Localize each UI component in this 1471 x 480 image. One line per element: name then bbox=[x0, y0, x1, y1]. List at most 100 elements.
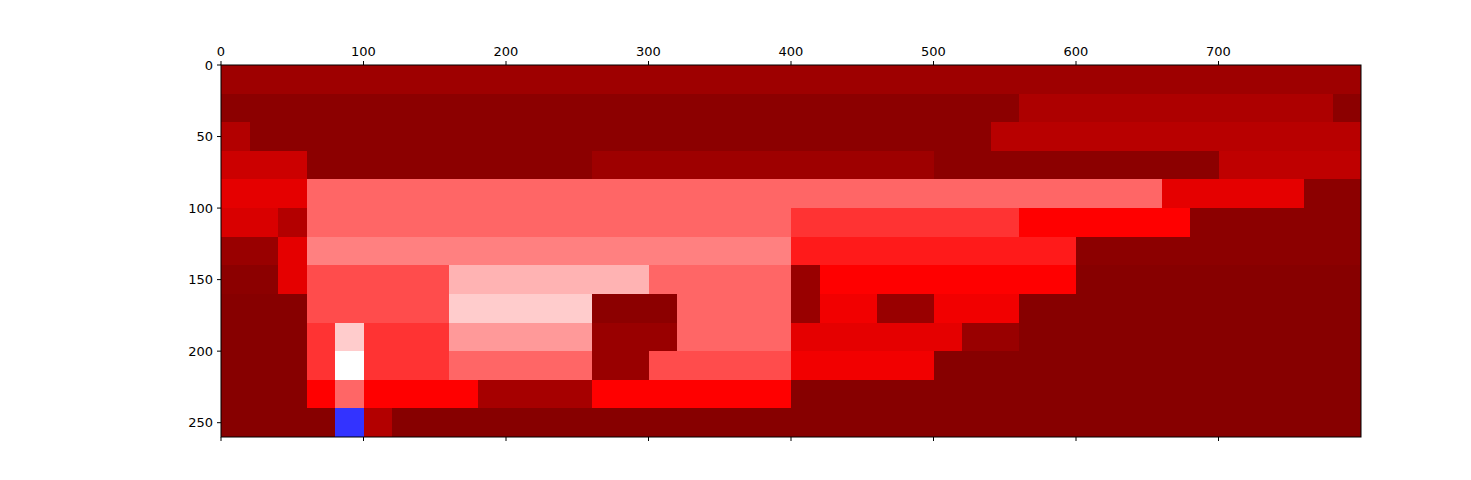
cell bbox=[250, 351, 279, 380]
cell bbox=[1276, 208, 1305, 237]
cell bbox=[649, 94, 678, 123]
cell bbox=[1304, 179, 1333, 208]
cell bbox=[649, 323, 678, 352]
cell bbox=[1133, 208, 1162, 237]
cell bbox=[905, 294, 934, 323]
cell bbox=[335, 237, 364, 266]
cell bbox=[1333, 323, 1362, 352]
x-tick-label: 400 bbox=[779, 44, 804, 59]
cell bbox=[1133, 65, 1162, 94]
x-tick bbox=[933, 61, 934, 65]
cell bbox=[449, 294, 478, 323]
cell bbox=[250, 179, 279, 208]
cell bbox=[278, 380, 307, 409]
cell bbox=[677, 122, 706, 151]
cell bbox=[1276, 94, 1305, 123]
cell bbox=[364, 294, 393, 323]
cell bbox=[620, 380, 649, 409]
cell bbox=[649, 408, 678, 437]
cell bbox=[734, 179, 763, 208]
cell bbox=[535, 122, 564, 151]
cell bbox=[1076, 122, 1105, 151]
cell bbox=[1019, 294, 1048, 323]
cell bbox=[278, 208, 307, 237]
cell bbox=[620, 122, 649, 151]
cell bbox=[221, 122, 250, 151]
cell bbox=[848, 351, 877, 380]
cell bbox=[962, 323, 991, 352]
cell bbox=[535, 294, 564, 323]
cell bbox=[791, 65, 820, 94]
cell bbox=[1219, 294, 1248, 323]
cell bbox=[1105, 237, 1134, 266]
cell bbox=[563, 65, 592, 94]
cell bbox=[335, 265, 364, 294]
x-tick-label: 600 bbox=[1064, 44, 1089, 59]
cell bbox=[250, 265, 279, 294]
cell bbox=[1076, 151, 1105, 180]
y-tick bbox=[217, 65, 221, 66]
cell bbox=[364, 179, 393, 208]
cell bbox=[763, 151, 792, 180]
cell bbox=[1276, 122, 1305, 151]
cell bbox=[1105, 408, 1134, 437]
cell bbox=[820, 380, 849, 409]
cell bbox=[1190, 265, 1219, 294]
cell bbox=[278, 294, 307, 323]
cell bbox=[1019, 122, 1048, 151]
cell bbox=[763, 351, 792, 380]
y-tick-label: 100 bbox=[188, 201, 213, 216]
cell bbox=[1276, 237, 1305, 266]
cell bbox=[991, 380, 1020, 409]
cell bbox=[848, 65, 877, 94]
cell bbox=[706, 351, 735, 380]
cell bbox=[449, 208, 478, 237]
cell bbox=[592, 265, 621, 294]
cell bbox=[364, 323, 393, 352]
cell bbox=[221, 179, 250, 208]
cell bbox=[677, 294, 706, 323]
cell bbox=[449, 408, 478, 437]
cell bbox=[221, 237, 250, 266]
cell bbox=[962, 208, 991, 237]
cell bbox=[962, 65, 991, 94]
cell bbox=[1105, 294, 1134, 323]
cell bbox=[649, 65, 678, 94]
cell bbox=[620, 94, 649, 123]
cell bbox=[1304, 351, 1333, 380]
cell bbox=[962, 151, 991, 180]
cell bbox=[335, 294, 364, 323]
cell bbox=[620, 351, 649, 380]
cell bbox=[1105, 351, 1134, 380]
cell bbox=[1133, 237, 1162, 266]
cell bbox=[677, 265, 706, 294]
cell bbox=[848, 151, 877, 180]
cell bbox=[791, 237, 820, 266]
cell bbox=[763, 408, 792, 437]
cell bbox=[1076, 408, 1105, 437]
cell bbox=[335, 122, 364, 151]
cell bbox=[763, 122, 792, 151]
cell bbox=[250, 151, 279, 180]
cell bbox=[934, 94, 963, 123]
cell bbox=[250, 408, 279, 437]
cell bbox=[221, 294, 250, 323]
cell bbox=[1304, 294, 1333, 323]
cell bbox=[364, 122, 393, 151]
cell bbox=[905, 151, 934, 180]
cell bbox=[392, 351, 421, 380]
cell bbox=[307, 265, 336, 294]
cell bbox=[335, 151, 364, 180]
cell bbox=[364, 208, 393, 237]
cell bbox=[307, 208, 336, 237]
cell bbox=[1304, 323, 1333, 352]
x-tick bbox=[1076, 61, 1077, 65]
cell bbox=[1105, 265, 1134, 294]
cell bbox=[307, 323, 336, 352]
cell bbox=[706, 323, 735, 352]
cell bbox=[335, 408, 364, 437]
cell bbox=[364, 408, 393, 437]
y-tick bbox=[217, 279, 221, 280]
cell bbox=[820, 151, 849, 180]
cell bbox=[506, 408, 535, 437]
